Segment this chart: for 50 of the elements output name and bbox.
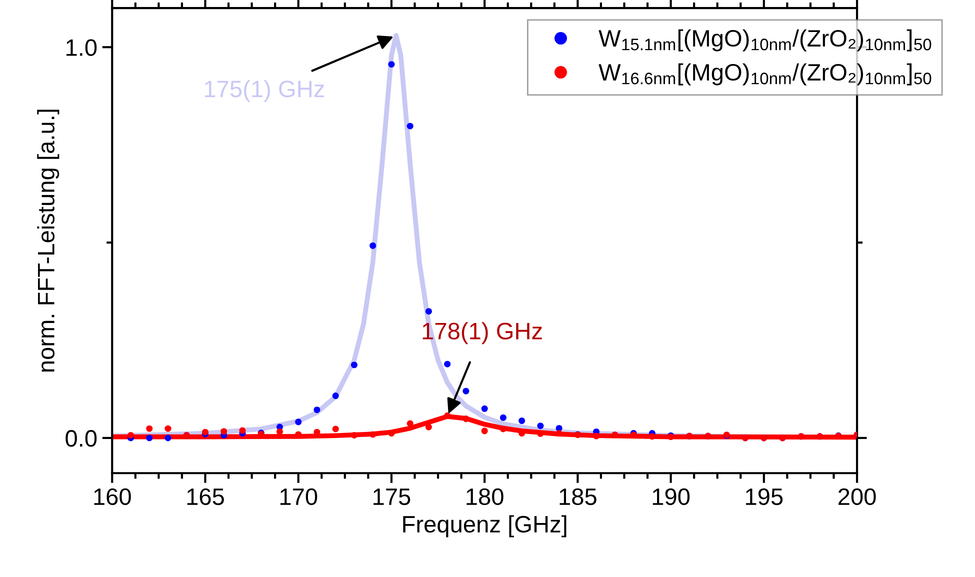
x-tick-label: 185 — [560, 488, 596, 506]
x-tick-label: 175 — [374, 488, 410, 506]
x-axis-title: Frequenz [GHz] — [403, 515, 566, 538]
y-tick-label: 1.0 — [66, 39, 97, 56]
point — [462, 416, 470, 422]
point — [239, 427, 246, 434]
annotation: 178(1) GHz — [422, 322, 542, 344]
point — [276, 428, 283, 435]
y-axis-title: norm. FFT-Leistung [a.u.] — [37, 110, 60, 372]
point — [220, 428, 228, 435]
point — [537, 422, 544, 430]
x-tick-label: 200 — [838, 488, 876, 506]
point — [350, 432, 358, 438]
point — [500, 414, 506, 421]
point — [518, 418, 526, 424]
legend-label: W$_{16.6nm}$[(MgO)$_{10nm}$/(ZrO₂)$_{10nm}$]$_{50}$ — [598, 63, 932, 86]
x-tick-label: 165 — [187, 488, 224, 506]
point — [500, 426, 506, 432]
point — [425, 424, 432, 430]
x-tick-label: 170 — [280, 488, 318, 506]
point — [350, 362, 358, 368]
point — [593, 432, 600, 440]
point — [425, 308, 432, 315]
point — [481, 405, 488, 412]
x-tick-label: 190 — [652, 488, 690, 506]
x-tick-label: 195 — [746, 488, 783, 506]
point — [314, 406, 320, 414]
point — [444, 360, 451, 368]
x-tick-label: 180 — [466, 488, 504, 506]
point — [164, 425, 172, 432]
point — [388, 61, 395, 68]
point — [332, 392, 339, 400]
y-tick-label: 0.0 — [66, 430, 97, 447]
point — [406, 420, 414, 427]
point — [370, 431, 376, 438]
point — [556, 430, 562, 437]
point — [462, 388, 470, 394]
x-tick-label: 160 — [94, 488, 131, 506]
line-series — [112, 414, 858, 440]
point — [146, 434, 153, 442]
point — [406, 122, 414, 130]
legend-label: W$_{15.1nm}$[(MgO)$_{10nm}$/(ZrO₂)$_{10nm}$]$_{50}$ — [598, 29, 932, 52]
point — [481, 428, 488, 434]
point — [295, 418, 302, 426]
point — [164, 434, 172, 442]
point — [648, 433, 656, 440]
point — [332, 426, 339, 432]
point — [127, 432, 134, 438]
point — [146, 425, 153, 432]
point — [370, 242, 376, 249]
